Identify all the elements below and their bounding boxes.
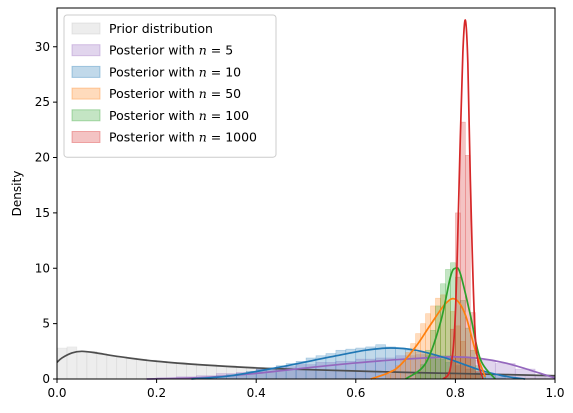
- legend-entry-text: Prior distribution: [109, 21, 213, 36]
- legend-entry-n-symbol: n: [199, 108, 207, 123]
- hist-bar: [156, 361, 167, 380]
- x-tick-label: 0.4: [247, 386, 266, 400]
- x-tick-label: 0.6: [346, 386, 365, 400]
- legend-entry-n-symbol: n: [199, 86, 207, 101]
- y-tick-label: 30: [35, 40, 50, 54]
- legend-entry-equals: =: [207, 108, 225, 123]
- kde-line-series-0: [56, 350, 556, 377]
- hist-bar: [76, 352, 88, 380]
- x-axis-ticks: 0.0 0.2 0.4 0.6 0.8 1.0: [47, 379, 565, 400]
- hist-bar: [86, 351, 98, 380]
- hist-bar: [415, 373, 421, 380]
- hist-bar: [136, 358, 147, 380]
- histogram-layer: [56, 121, 556, 380]
- hist-bar: [56, 347, 68, 380]
- hist-bar: [106, 355, 118, 380]
- hist-bar: [465, 155, 471, 380]
- hist-bar: [460, 121, 466, 380]
- legend-entry-n-value: 100: [225, 108, 249, 123]
- legend-entry-equals: =: [207, 43, 225, 58]
- legend-entry: Posterior with n = 50: [109, 86, 241, 101]
- x-tick-label: 0.2: [147, 386, 166, 400]
- y-tick-label: 10: [35, 261, 50, 275]
- kde-line-series-5: [442, 19, 484, 380]
- legend-swatch: [71, 131, 101, 143]
- y-axis-label: Density: [10, 171, 24, 217]
- legend-entry: Posterior with n = 100: [109, 108, 249, 123]
- hist-bar: [96, 353, 108, 380]
- legend-entry-text: Posterior with: [109, 130, 199, 145]
- legend-entry-text: Posterior with: [109, 86, 199, 101]
- legend-entry-equals: =: [207, 64, 225, 79]
- legend-entry: Posterior with n = 1000: [109, 130, 257, 145]
- hist-bar: [365, 346, 376, 380]
- plot-frame: [56, 7, 556, 380]
- legend-swatch: [71, 109, 101, 122]
- hist-bar: [126, 357, 137, 380]
- legend-swatch: [71, 65, 101, 78]
- y-axis-ticks: 0 5 10 15 20 25 30: [35, 40, 57, 386]
- legend-entry-text: Posterior with: [109, 64, 199, 79]
- hist-bar: [475, 370, 481, 380]
- legend-swatch: [71, 87, 101, 100]
- y-tick-label: 20: [35, 151, 50, 165]
- legend-entry-n-value: 10: [225, 64, 241, 79]
- legend-entry-n-symbol: n: [199, 64, 207, 79]
- kde-curve-layer: [56, 19, 556, 380]
- legend-entry-n-value: 50: [225, 86, 241, 101]
- legend-swatch: [71, 44, 101, 57]
- y-tick-label: 25: [35, 95, 50, 109]
- legend-entry-n-value: 5: [225, 43, 233, 58]
- hist-bar: [146, 359, 157, 380]
- legend-entry-text: Posterior with: [109, 43, 199, 58]
- x-tick-label: 1.0: [545, 386, 564, 400]
- legend-entry: Posterior with n = 5: [109, 43, 233, 58]
- legend-entry-text: Posterior with: [109, 108, 199, 123]
- legend-entry-n-symbol: n: [199, 43, 207, 58]
- y-tick-label: 15: [35, 206, 50, 220]
- legend-swatch: [71, 22, 101, 35]
- x-tick-label: 0.8: [446, 386, 465, 400]
- legend-entry-equals: =: [207, 130, 225, 145]
- hist-bar: [440, 283, 446, 380]
- y-tick-label: 5: [42, 317, 50, 331]
- legend-box: [63, 14, 277, 158]
- hist-bar: [385, 374, 391, 380]
- legend-entry-equals: =: [207, 86, 225, 101]
- y-tick-label: 0: [42, 372, 50, 386]
- legend-entry: Posterior with n = 10: [109, 64, 241, 79]
- hist-bar: [116, 356, 127, 380]
- hist-bar: [166, 362, 177, 380]
- x-tick-label: 0.0: [47, 386, 66, 400]
- legend-entry: Prior distribution: [109, 21, 213, 36]
- legend-entry-n-symbol: n: [199, 130, 207, 145]
- legend-entry-n-value: 1000: [225, 130, 257, 145]
